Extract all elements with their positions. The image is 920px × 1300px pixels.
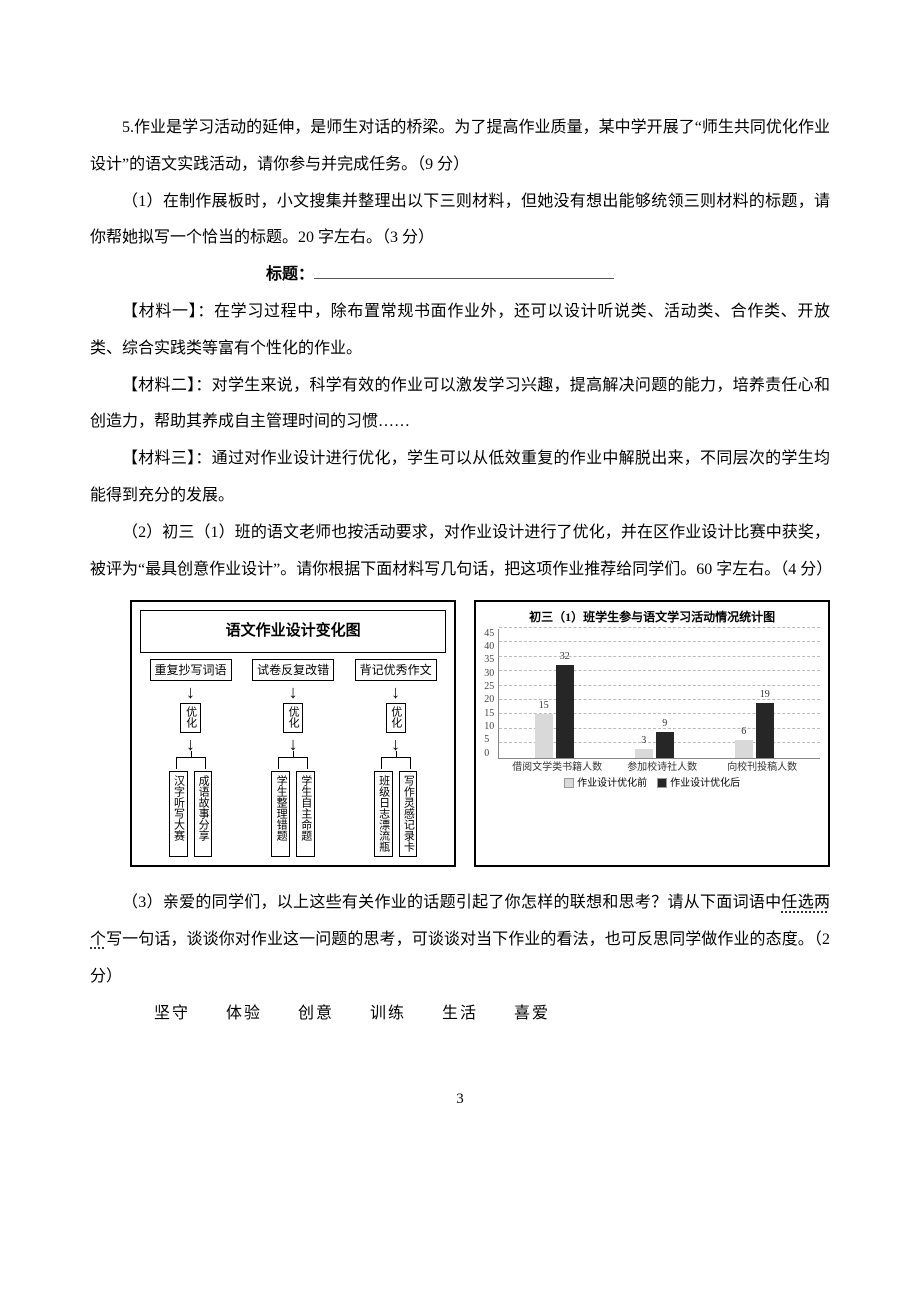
flow-mid-box: 优化 — [283, 703, 303, 733]
y-tick: 0 — [484, 749, 494, 759]
chart-plot: 153239619 — [498, 629, 820, 759]
bar: 32 — [556, 665, 574, 757]
y-tick: 5 — [484, 735, 494, 745]
flow-title: 语文作业设计变化图 — [140, 610, 446, 653]
y-tick: 20 — [484, 695, 494, 705]
q5-intro: 5.作业是学习活动的延伸，是师生对话的桥梁。为了提高作业质量，某中学开展了“师生… — [90, 110, 830, 184]
q5-part2: （2）初三（1）班的语文老师也按活动要求，对作业设计进行了优化，并在区作业设计比… — [90, 515, 830, 589]
x-label: 借阅文学类书籍人数 — [502, 762, 612, 774]
material-3: 【材料三】：通过对作业设计进行优化，学生可以从低效重复的作业中解脱出来，不同层次… — [90, 441, 830, 515]
title-blank[interactable] — [314, 262, 614, 280]
legend-swatch — [657, 778, 667, 788]
bar-group: 619 — [729, 703, 779, 758]
arrow-down-icon: ↓ — [186, 683, 195, 701]
grid-line — [499, 627, 820, 628]
chart-x-labels: 借阅文学类书籍人数参加校诗社人数向校刊投稿人数 — [502, 762, 820, 774]
flow-mid-box: 优化 — [180, 703, 200, 733]
bar-group: 39 — [629, 732, 679, 758]
material-1: 【材料一】：在学习过程中，除布置常规书面作业外，还可以设计听说类、活动类、合作类… — [90, 294, 830, 368]
bar-value-label: 32 — [560, 652, 570, 662]
figures-row: 语文作业设计变化图 重复抄写词语 ↓ 优化 ↓ 汉字听写大赛成语故事分享 试卷反复改错 ↓ 优… — [130, 600, 830, 867]
chart-legend: 作业设计优化前 作业设计优化后 — [484, 778, 820, 790]
q5-part3-a: （3）亲爱的同学们，以上这些有关作业的话题引起了你怎样的联想和思考？请从下面词语… — [122, 894, 781, 911]
flow-leaf-box: 学生自主命题 — [296, 771, 315, 857]
bar-value-label: 15 — [539, 701, 549, 711]
y-tick: 45 — [484, 629, 494, 639]
x-label: 向校刊投稿人数 — [712, 762, 812, 774]
flow-leaf-box: 成语故事分享 — [194, 771, 213, 857]
flow-leaves: 班级日志漂流瓶写作灵感记录卡 — [374, 771, 417, 857]
grid-line — [499, 641, 820, 642]
flow-leaves: 学生整理错题学生自主命题 — [271, 771, 314, 857]
flow-column: 背记优秀作文↓优化↓班级日志漂流瓶写作灵感记录卡 — [345, 659, 446, 857]
y-tick: 25 — [484, 682, 494, 692]
grid-line — [499, 656, 820, 657]
y-tick: 35 — [484, 655, 494, 665]
word-options: 坚守 体验 创意 训练 生活 喜爱 — [90, 996, 830, 1033]
y-tick: 10 — [484, 722, 494, 732]
flow-diagram: 语文作业设计变化图 重复抄写词语 ↓ 优化 ↓ 汉字听写大赛成语故事分享 试卷反复改错 ↓ 优… — [130, 600, 456, 867]
bar: 3 — [635, 749, 653, 758]
arrow-down-icon: ↓ — [289, 683, 298, 701]
bar: 15 — [535, 714, 553, 757]
material-2: 【材料二】：对学生来说，科学有效的作业可以激发学习兴趣，提高解决问题的能力，培养… — [90, 368, 830, 442]
flow-branch — [166, 757, 216, 769]
y-tick: 15 — [484, 709, 494, 719]
flow-leaves: 汉字听写大赛成语故事分享 — [169, 771, 212, 857]
bar-value-label: 9 — [662, 719, 667, 729]
arrow-down-icon: ↓ — [391, 683, 400, 701]
title-line: 标题： — [90, 257, 830, 294]
flow-branch — [371, 757, 421, 769]
page-number: 3 — [90, 1082, 830, 1117]
legend-swatch — [564, 778, 574, 788]
chart-y-axis: 0 5 10 15 20 25 30 35 40 45 — [484, 629, 498, 759]
flow-top-box: 试卷反复改错 — [252, 659, 334, 681]
flow-leaf-box: 汉字听写大赛 — [169, 771, 188, 857]
flow-leaf-box: 学生整理错题 — [271, 771, 290, 857]
q5-part3-b: 写一句话，谈谈你对作业这一问题的思考，可谈谈对当下作业的看法，也可反思同学做作业… — [90, 931, 830, 985]
bar-group: 1532 — [529, 665, 579, 757]
flow-branch — [268, 757, 318, 769]
flow-top-box: 背记优秀作文 — [355, 659, 437, 681]
bar: 6 — [735, 740, 753, 757]
bar: 19 — [756, 703, 774, 758]
bar-value-label: 6 — [741, 727, 746, 737]
flow-column: 重复抄写词语↓优化↓汉字听写大赛成语故事分享 — [140, 659, 241, 857]
y-tick: 40 — [484, 642, 494, 652]
bar-chart: 初三（1）班学生参与语文学习活动情况统计图 0 5 10 15 20 25 30 35 40 45… — [474, 600, 830, 867]
q5-part1: （1）在制作展板时，小文搜集并整理出以下三则材料，但她没有想出能够统领三则材料的… — [90, 184, 830, 258]
flow-top-box: 重复抄写词语 — [150, 659, 232, 681]
flow-column: 试卷反复改错↓优化↓学生整理错题学生自主命题 — [243, 659, 344, 857]
title-label: 标题： — [266, 266, 314, 283]
bar-value-label: 3 — [641, 736, 646, 746]
legend-label: 作业设计优化后 — [670, 778, 750, 789]
legend-label: 作业设计优化前 — [577, 778, 657, 789]
chart-title: 初三（1）班学生参与语文学习活动情况统计图 — [484, 610, 820, 624]
flow-leaf-box: 班级日志漂流瓶 — [374, 771, 393, 857]
bar: 9 — [656, 732, 674, 758]
flow-mid-box: 优化 — [386, 703, 406, 733]
q5-part3: （3）亲爱的同学们，以上这些有关作业的话题引起了你怎样的联想和思考？请从下面词语… — [90, 885, 830, 995]
y-tick: 30 — [484, 669, 494, 679]
bar-value-label: 19 — [760, 690, 770, 700]
flow-leaf-box: 写作灵感记录卡 — [399, 771, 418, 857]
x-label: 参加校诗社人数 — [612, 762, 712, 774]
flow-columns: 重复抄写词语↓优化↓汉字听写大赛成语故事分享试卷反复改错↓优化↓学生整理错题学生… — [140, 659, 446, 857]
